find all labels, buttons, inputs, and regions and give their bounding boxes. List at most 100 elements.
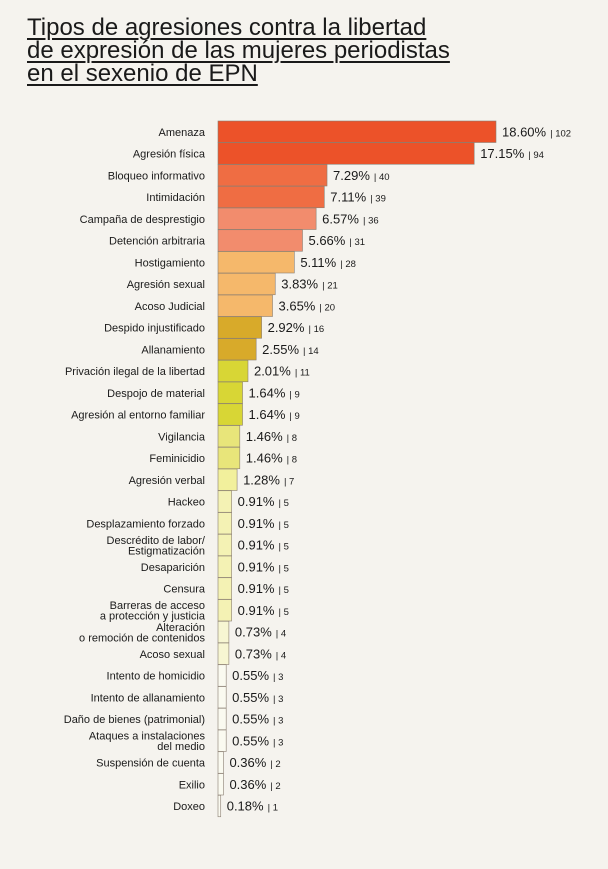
category-label-17: Hackeo — [168, 497, 205, 509]
category-label-28: Ataques a instalaciones del medio — [89, 731, 206, 754]
value-label-8: 3.65% | 20 — [279, 298, 336, 313]
title-line-2: de expresión de las mujeres periodistas — [27, 37, 450, 64]
bar-26 — [217, 686, 227, 709]
category-label-5: Detención arbitraria — [109, 236, 206, 248]
bar-20 — [217, 555, 232, 578]
bar-29 — [217, 751, 224, 774]
bar-12 — [217, 381, 243, 404]
value-label-3: 7.11% | 39 — [330, 190, 386, 205]
category-label-4: Campaña de desprestigio — [80, 214, 205, 226]
title-line-1: Tipos de agresiones contra la libertad — [27, 14, 427, 41]
bar-23 — [217, 620, 230, 644]
value-label-28: 0.55% | 3 — [232, 733, 283, 748]
category-label-9: Despido injustificado — [104, 323, 205, 335]
category-label-3: Intimidación — [146, 192, 205, 204]
bar-21 — [217, 577, 232, 600]
value-label-19: 0.91% | 5 — [238, 538, 289, 553]
value-label-7: 3.83% | 21 — [281, 277, 338, 292]
category-label-18: Desplazamiento forzado — [86, 518, 205, 530]
value-label-15: 1.46% | 8 — [246, 451, 297, 466]
bar-8 — [217, 294, 273, 317]
value-label-23: 0.73% | 4 — [235, 625, 286, 640]
category-label-6: Hostigamiento — [135, 257, 205, 269]
title-line-3: en el sexenio de EPN — [27, 60, 258, 87]
bar-9 — [217, 316, 262, 339]
value-label-29: 0.36% | 2 — [229, 755, 280, 770]
value-label-21: 0.91% | 5 — [238, 581, 289, 596]
bar-2 — [217, 164, 328, 187]
value-label-25: 0.55% | 3 — [232, 668, 283, 683]
bar-25 — [217, 664, 227, 687]
bar-24 — [217, 642, 230, 665]
bar-7 — [217, 272, 276, 296]
category-label-1: Agresión física — [133, 149, 206, 161]
value-label-1: 17.15% | 94 — [480, 146, 544, 161]
bar-6 — [217, 251, 295, 274]
value-label-6: 5.11% | 28 — [300, 255, 356, 270]
category-label-22: Barreras de acceso a protección y justici… — [100, 600, 206, 623]
bar-4 — [217, 207, 317, 230]
value-label-31: 0.18% | 1 — [227, 799, 278, 814]
chart-title: Tipos de agresiones contra la libertad d… — [27, 14, 587, 87]
bar-31 — [217, 794, 222, 818]
category-label-0: Amenaza — [159, 127, 206, 139]
bar-1 — [217, 142, 475, 165]
bar-14 — [217, 425, 241, 448]
bar-3 — [217, 185, 325, 209]
value-label-10: 2.55% | 14 — [262, 342, 319, 357]
category-label-19: Descrédito de labor/Estigmatización — [107, 535, 206, 558]
category-label-8: Acoso Judicial — [135, 301, 205, 313]
value-label-27: 0.55% | 3 — [232, 712, 283, 727]
category-label-11: Privación ilegal de la libertad — [65, 366, 205, 378]
bar-11 — [217, 359, 249, 383]
bar-5 — [217, 229, 303, 252]
category-label-13: Agresión al entorno familiar — [71, 410, 205, 422]
value-label-9: 2.92% | 16 — [268, 320, 325, 335]
bar-15 — [217, 446, 241, 470]
value-label-13: 1.64% | 9 — [249, 407, 300, 422]
bar-13 — [217, 403, 243, 426]
category-label-15: Feminicidio — [149, 453, 205, 465]
category-label-24: Acoso sexual — [140, 649, 205, 661]
bar-28 — [217, 729, 227, 752]
category-label-29: Suspensión de cuenta — [96, 758, 206, 770]
value-label-16: 1.28% | 7 — [243, 472, 294, 487]
bar-30 — [217, 773, 224, 796]
bar-16 — [217, 468, 238, 491]
category-label-16: Agresión verbal — [129, 475, 205, 487]
bar-17 — [217, 490, 232, 513]
category-label-31: Doxeo — [173, 801, 205, 813]
value-label-22: 0.91% | 5 — [238, 603, 289, 618]
category-label-23: Alteración o remoción de contenidos — [79, 622, 205, 645]
value-label-18: 0.91% | 5 — [238, 516, 289, 531]
value-label-0: 18.60% | 102 — [502, 124, 571, 139]
value-label-5: 5.66% | 31 — [308, 233, 365, 248]
category-label-10: Allanamiento — [141, 344, 205, 356]
category-label-12: Despojo de material — [107, 388, 205, 400]
bar-19 — [217, 533, 232, 557]
category-label-30: Exilio — [179, 779, 205, 791]
value-label-12: 1.64% | 9 — [249, 385, 300, 400]
value-label-20: 0.91% | 5 — [238, 559, 289, 574]
bar-0 — [217, 120, 497, 143]
value-label-24: 0.73% | 4 — [235, 646, 286, 661]
value-label-2: 7.29% | 40 — [333, 168, 390, 183]
bar-22 — [217, 599, 232, 622]
value-label-14: 1.46% | 8 — [246, 429, 297, 444]
bar-10 — [217, 338, 257, 361]
category-label-2: Bloqueo informativo — [108, 170, 205, 182]
category-label-7: Agresión sexual — [127, 279, 205, 291]
value-label-17: 0.91% | 5 — [238, 494, 289, 509]
bar-18 — [217, 512, 232, 535]
value-label-26: 0.55% | 3 — [232, 690, 283, 705]
value-label-4: 6.57% | 36 — [322, 211, 379, 226]
value-label-30: 0.36% | 2 — [229, 777, 280, 792]
category-label-25: Intento de homicidio — [107, 671, 205, 683]
category-label-20: Desaparición — [141, 562, 205, 574]
value-label-11: 2.01% | 11 — [254, 364, 310, 379]
category-label-14: Vigilancia — [158, 431, 206, 443]
category-label-27: Daño de bienes (patrimonial) — [64, 714, 205, 726]
category-label-26: Intento de allanamiento — [91, 692, 205, 704]
category-label-21: Censura — [163, 584, 205, 596]
